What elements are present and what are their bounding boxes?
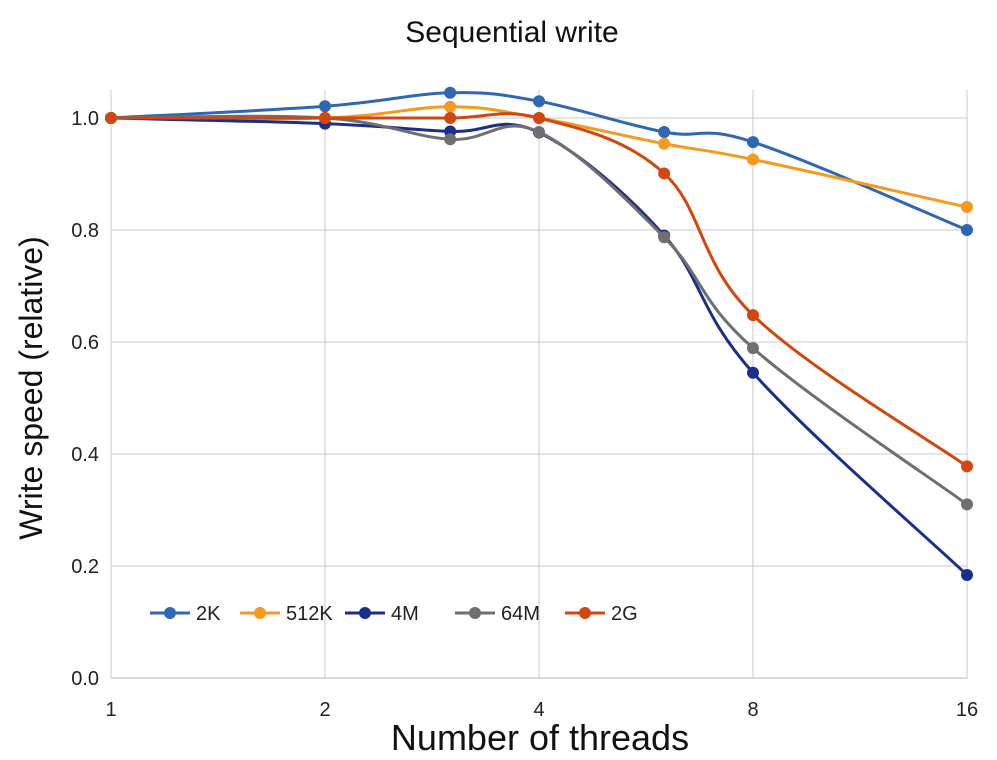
x-tick-label: 4: [533, 699, 544, 721]
data-point: [319, 112, 331, 124]
data-point: [444, 133, 457, 146]
legend-item-2k: 2K: [150, 603, 221, 625]
data-point: [961, 201, 973, 214]
x-tick-label: 2: [319, 699, 330, 721]
y-tick-label: 0.6: [71, 332, 99, 354]
data-point: [658, 231, 671, 244]
legend-item-2g: 2G: [565, 603, 638, 625]
data-point: [319, 100, 331, 113]
legend-swatch-marker: [164, 607, 176, 619]
y-axis-ticks: 0.0 0.2 0.4 0.6 0.8 1.0: [71, 108, 99, 690]
legend-item-512k: 512K: [240, 603, 333, 625]
data-point: [658, 137, 671, 150]
data-point: [747, 309, 759, 322]
legend-swatch-marker: [469, 607, 481, 619]
legend: 2K 512K 4M 64M 2G: [150, 603, 638, 625]
legend-item-4m: 4M: [345, 603, 419, 625]
y-axis-title: Write speed (relative): [13, 236, 49, 540]
legend-swatch-marker: [254, 607, 266, 619]
x-tick-label: 8: [747, 699, 758, 721]
series-line: [111, 112, 968, 468]
data-point: [747, 366, 759, 379]
data-point: [533, 126, 545, 138]
data-point: [533, 112, 545, 124]
x-axis-ticks: 1 2 4 8 16: [105, 699, 978, 721]
data-point: [444, 112, 457, 124]
data-point: [658, 167, 671, 180]
legend-label: 4M: [391, 603, 419, 625]
y-tick-label: 0.0: [71, 668, 99, 690]
y-tick-label: 1.0: [71, 108, 99, 130]
legend-label: 64M: [501, 603, 540, 625]
series-lines: [105, 86, 973, 581]
legend-swatch-marker: [359, 607, 371, 619]
y-tick-label: 0.8: [71, 220, 99, 242]
data-point: [747, 342, 759, 355]
data-point: [105, 112, 117, 124]
chart-title: Sequential write: [405, 16, 618, 49]
y-tick-label: 0.4: [71, 444, 99, 466]
data-point: [658, 126, 671, 138]
data-point: [961, 568, 973, 581]
legend-label: 2K: [196, 603, 221, 625]
data-point: [444, 86, 457, 99]
legend-label: 2G: [611, 603, 638, 625]
x-tick-label: 1: [105, 699, 116, 721]
data-point: [961, 224, 973, 236]
data-point: [747, 153, 759, 166]
data-point: [961, 498, 973, 511]
series-2g: [105, 112, 973, 473]
data-point: [747, 136, 759, 149]
data-point: [961, 460, 973, 473]
y-tick-label: 0.2: [71, 556, 99, 578]
data-point: [444, 100, 457, 113]
data-point: [533, 95, 545, 108]
x-tick-label: 16: [956, 699, 978, 721]
x-axis-title: Number of threads: [391, 717, 689, 758]
legend-swatch-marker: [579, 607, 591, 619]
legend-item-64m: 64M: [455, 603, 540, 625]
legend-label: 512K: [286, 603, 333, 625]
